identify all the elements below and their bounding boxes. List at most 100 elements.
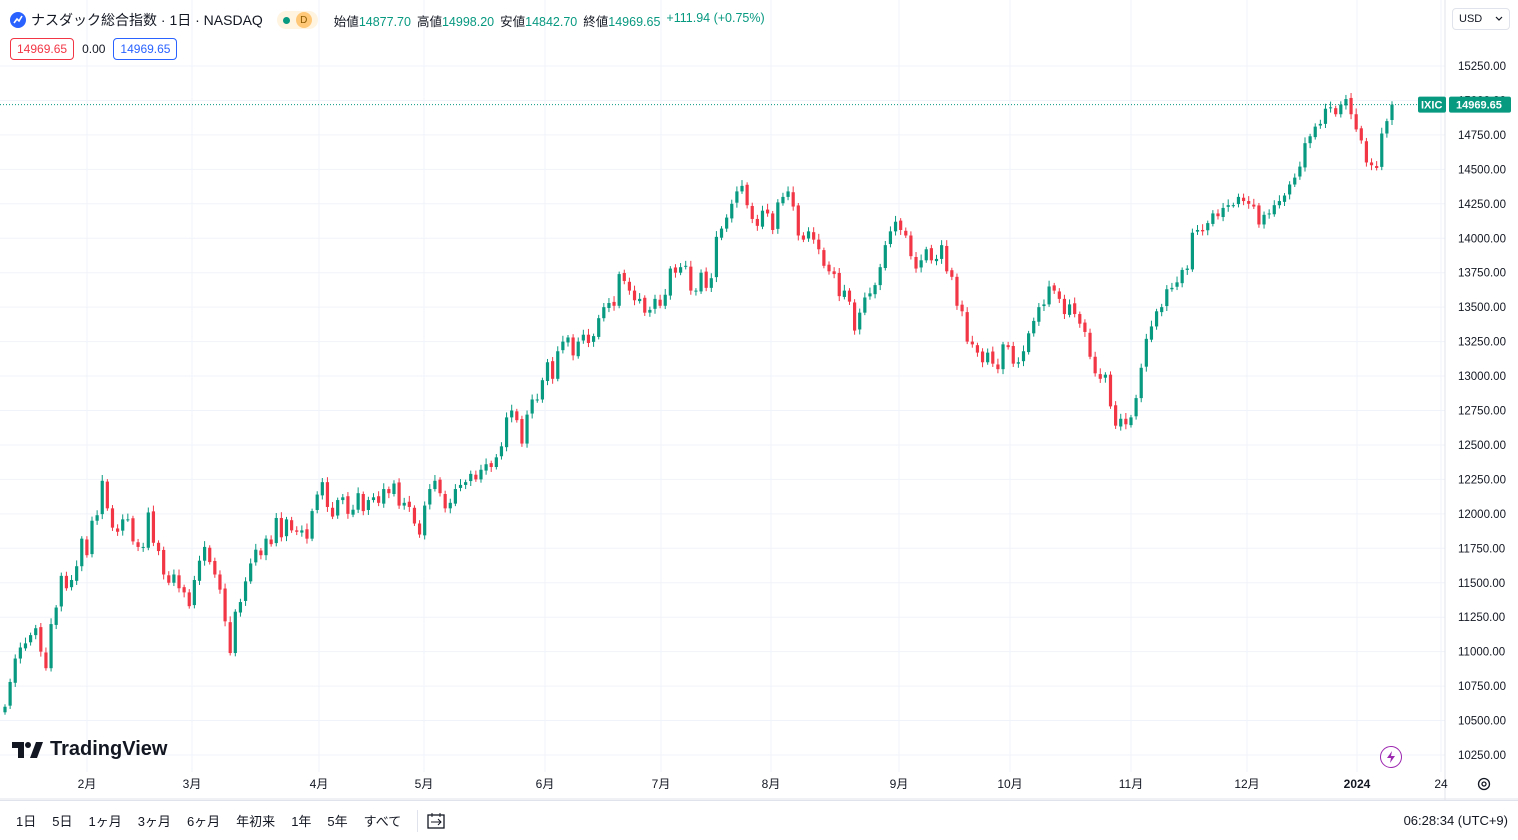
candle bbox=[1236, 193, 1241, 208]
timeframe-button[interactable]: すべて bbox=[363, 814, 402, 829]
y-tick-label: 10500.00 bbox=[1458, 716, 1506, 728]
candle bbox=[940, 240, 944, 264]
low-value: 14842.70 bbox=[525, 14, 578, 29]
candle bbox=[146, 507, 150, 551]
timeframe-button[interactable]: 6ヶ月 bbox=[186, 814, 221, 829]
spread-value: 0.00 bbox=[82, 42, 106, 56]
candle bbox=[387, 486, 391, 499]
candle bbox=[648, 306, 652, 317]
bid-price-button[interactable]: 14969.65 bbox=[10, 38, 75, 60]
candle bbox=[1016, 357, 1020, 368]
timeframe-button[interactable]: 5年 bbox=[327, 814, 348, 829]
candle bbox=[1124, 412, 1128, 430]
candle bbox=[1047, 280, 1051, 307]
candle bbox=[893, 215, 898, 236]
candle bbox=[1369, 158, 1374, 171]
candle bbox=[479, 464, 483, 483]
candle bbox=[709, 273, 713, 292]
symbol-title[interactable]: ナスダック総合指数 · 1日 · NASDAQ bbox=[31, 12, 263, 28]
candle bbox=[320, 478, 324, 500]
close-value: 14969.65 bbox=[608, 14, 661, 29]
status-badge: D bbox=[295, 12, 312, 28]
candle bbox=[965, 307, 969, 345]
candle bbox=[187, 589, 191, 609]
candle bbox=[1359, 125, 1363, 144]
candle bbox=[1154, 308, 1159, 330]
tradingview-logo[interactable]: TradingView bbox=[12, 738, 167, 761]
candle bbox=[863, 292, 867, 316]
y-tick-label: 13250.00 bbox=[1458, 337, 1506, 349]
lightning-icon[interactable] bbox=[1380, 746, 1402, 768]
candle bbox=[371, 493, 376, 503]
candle bbox=[1006, 341, 1010, 350]
candle bbox=[1078, 311, 1082, 328]
candle bbox=[341, 494, 345, 505]
candle bbox=[678, 263, 683, 276]
candle bbox=[1129, 414, 1133, 428]
candle bbox=[115, 524, 120, 536]
candle bbox=[801, 232, 806, 243]
x-tick-label: 2024 bbox=[1344, 777, 1371, 791]
timeframe-button[interactable]: 1ヶ月 bbox=[88, 814, 122, 829]
date-range-icon[interactable] bbox=[426, 812, 446, 830]
candle bbox=[121, 514, 125, 536]
candle bbox=[919, 254, 923, 273]
candle bbox=[1083, 319, 1087, 337]
candle bbox=[1073, 297, 1077, 318]
candle bbox=[883, 241, 887, 271]
candle bbox=[428, 484, 432, 510]
x-tick-label: 11月 bbox=[1119, 777, 1143, 791]
candle bbox=[822, 247, 826, 269]
candle bbox=[412, 505, 417, 526]
candle bbox=[725, 214, 729, 232]
candle bbox=[1134, 394, 1138, 420]
timeframe-button[interactable]: 年初来 bbox=[236, 814, 276, 829]
candle bbox=[284, 516, 289, 542]
candle bbox=[1282, 193, 1287, 207]
price-chart[interactable]: 15250.0015000.0014750.0014500.0014250.00… bbox=[0, 0, 1518, 800]
close-label: 終値 bbox=[583, 14, 609, 29]
candle bbox=[638, 293, 642, 304]
timeframe-button[interactable]: 1年 bbox=[291, 814, 312, 829]
market-open-dot-icon bbox=[282, 16, 290, 24]
candle bbox=[561, 335, 565, 354]
candle bbox=[474, 470, 478, 482]
candle bbox=[105, 479, 109, 511]
timeframe-button[interactable]: 3ヶ月 bbox=[137, 814, 171, 829]
candle bbox=[1206, 220, 1210, 236]
candle bbox=[1160, 303, 1164, 317]
candle bbox=[996, 358, 1000, 374]
candle bbox=[172, 569, 176, 587]
candle bbox=[1231, 202, 1235, 208]
candle bbox=[397, 478, 401, 509]
candle bbox=[904, 227, 908, 238]
x-tick-label: 6月 bbox=[536, 777, 555, 791]
symbol-logo-icon bbox=[10, 12, 26, 28]
timeframe-button[interactable]: 5日 bbox=[52, 814, 73, 829]
timeframe-button[interactable]: 1日 bbox=[16, 814, 37, 829]
y-tick-label: 11000.00 bbox=[1458, 647, 1505, 659]
market-status[interactable]: D bbox=[276, 11, 318, 29]
clock[interactable]: 06:28:34 (UTC+9) bbox=[1403, 813, 1508, 828]
timeframe-buttons: 1日 5日 1ヶ月 3ヶ月 6ヶ月 年初来 1年 5年 すべて bbox=[8, 811, 409, 830]
x-tick-label: 3月 bbox=[183, 777, 202, 791]
candle bbox=[13, 654, 17, 687]
logo-text: TradingView bbox=[50, 738, 168, 760]
high-label: 高値 bbox=[416, 14, 442, 29]
candle bbox=[1098, 368, 1102, 383]
candle bbox=[806, 227, 811, 242]
candle bbox=[673, 264, 678, 278]
gear-icon[interactable] bbox=[1476, 776, 1492, 797]
candle bbox=[827, 261, 831, 275]
currency-select[interactable]: USD bbox=[1452, 8, 1510, 30]
ask-price-button[interactable]: 14969.65 bbox=[113, 38, 178, 60]
candle bbox=[1272, 200, 1276, 217]
candle bbox=[243, 577, 248, 606]
candle bbox=[934, 254, 939, 266]
candle bbox=[356, 487, 360, 514]
candle bbox=[417, 520, 422, 538]
x-tick-label: 5月 bbox=[415, 777, 434, 791]
candle bbox=[842, 284, 846, 300]
candle bbox=[1108, 371, 1113, 409]
candle bbox=[745, 182, 749, 209]
